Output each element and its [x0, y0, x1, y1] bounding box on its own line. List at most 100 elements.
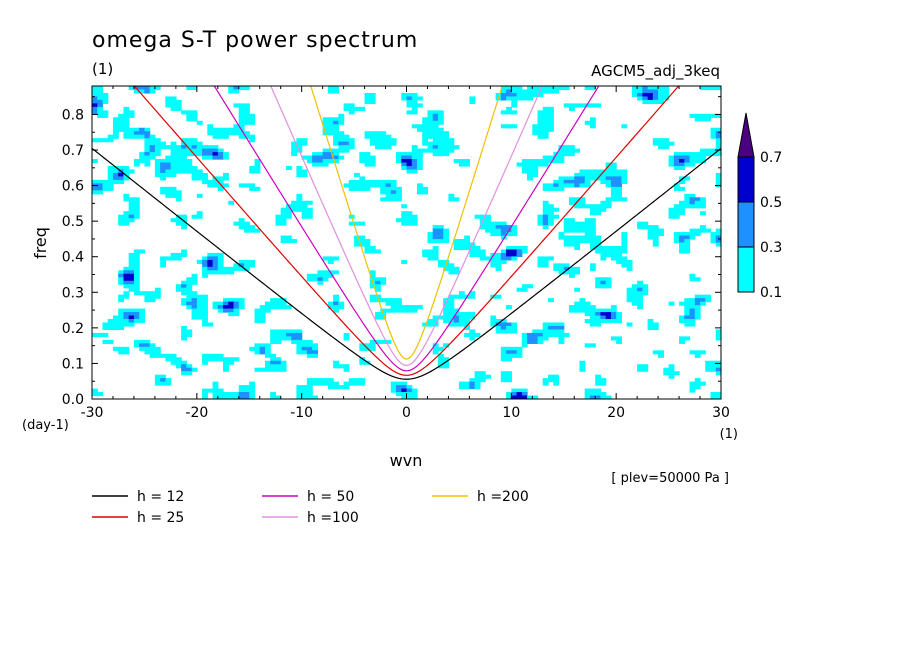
heatmap-cell: [506, 392, 512, 397]
heatmap-cell: [427, 249, 434, 254]
heatmap-cell: [191, 280, 198, 285]
heatmap-cell: [264, 360, 271, 365]
heatmap-cell: [102, 325, 109, 331]
heatmap-cell: [118, 120, 125, 125]
heatmap-cell: [500, 329, 507, 334]
heatmap-cell: [568, 221, 575, 226]
heatmap-cell: [464, 319, 470, 324]
heatmap-cell: [589, 124, 596, 129]
heatmap-cell: [631, 92, 638, 98]
heatmap-cell: [202, 312, 208, 317]
heatmap-cell: [202, 179, 208, 184]
heatmap-cell: [238, 131, 245, 136]
heatmap-cell: [238, 225, 245, 230]
heatmap-cell: [249, 120, 256, 125]
heatmap-cell: [249, 186, 256, 191]
heatmap-cell: [568, 308, 575, 313]
heatmap-cell: [652, 228, 659, 233]
heatmap-cell: [338, 134, 345, 139]
heatmap-cell: [568, 239, 575, 244]
heatmap-cell: [448, 308, 455, 313]
heatmap-cell: [710, 360, 717, 365]
heatmap-cell: [558, 179, 565, 184]
heatmap-cell: [621, 263, 628, 268]
heatmap-cell: [333, 381, 339, 386]
heatmap-cell: [427, 239, 434, 244]
heatmap-cell: [228, 308, 235, 313]
heatmap-cell: [333, 124, 339, 129]
heatmap-cell: [327, 117, 334, 122]
heatmap-cell: [254, 169, 261, 174]
heatmap-cell: [458, 315, 465, 320]
heatmap-cell: [238, 117, 245, 122]
heatmap-cell: [647, 225, 654, 230]
heatmap-cell: [700, 117, 706, 122]
heatmap-cell: [411, 392, 418, 397]
heatmap-cell: [621, 176, 628, 181]
heatmap-cell: [647, 322, 654, 327]
heatmap-cell: [327, 305, 334, 310]
heatmap-cell: [165, 378, 172, 383]
heatmap-cell: [710, 239, 717, 244]
heatmap-cell: [364, 162, 371, 167]
heatmap-cell: [715, 138, 721, 143]
heatmap-cell: [165, 162, 172, 167]
heatmap-cell: [642, 364, 649, 369]
heatmap-cell: [443, 259, 450, 264]
heatmap-cell: [244, 110, 250, 115]
heatmap-cell: [112, 319, 119, 324]
heatmap-cell: [715, 239, 721, 244]
heatmap-cell: [406, 308, 413, 313]
heatmap-cell: [128, 134, 135, 139]
heatmap-cell: [558, 329, 565, 334]
heatmap-cell: [631, 298, 638, 303]
heatmap-cell: [217, 131, 224, 136]
heatmap-cell: [563, 152, 570, 157]
heatmap-cell: [396, 301, 402, 306]
heatmap-cell: [396, 193, 402, 198]
heatmap-cell: [112, 134, 119, 139]
heatmap-cell: [212, 353, 219, 358]
heatmap-cell: [647, 228, 654, 233]
heatmap-cell: [354, 179, 360, 184]
heatmap-cell: [175, 197, 182, 202]
heatmap-cell: [589, 235, 596, 240]
heatmap-cell: [217, 392, 224, 397]
heatmap-cell: [343, 332, 350, 337]
heatmap-cell: [658, 353, 664, 358]
heatmap-cell: [175, 106, 182, 111]
heatmap-cell: [327, 273, 334, 278]
heatmap-cell: [401, 96, 408, 101]
heatmap-cell: [584, 225, 591, 230]
heatmap-cell: [291, 141, 298, 146]
heatmap-cell: [673, 165, 680, 171]
heatmap-cell: [511, 392, 518, 397]
heatmap-cell: [92, 138, 98, 143]
heatmap-cell: [537, 159, 544, 164]
heatmap-cell: [443, 266, 450, 271]
heatmap-cell: [244, 228, 250, 233]
heatmap-cell: [406, 305, 413, 310]
heatmap-cell: [191, 138, 198, 143]
heatmap-cell: [626, 291, 633, 296]
heatmap-cell: [584, 169, 591, 174]
heatmap-cell: [516, 89, 523, 94]
heatmap-cell: [411, 165, 418, 171]
heatmap-cell: [296, 332, 303, 337]
heatmap-cell: [280, 364, 287, 369]
heatmap-cell: [584, 183, 591, 188]
y-tick-label: 0.1: [62, 356, 84, 372]
heatmap-cell: [642, 92, 649, 98]
heatmap-cell: [537, 134, 544, 139]
heatmap-cell: [296, 204, 303, 209]
heatmap-cell: [202, 305, 208, 310]
heatmap-cell: [186, 364, 193, 369]
heatmap-cell: [270, 301, 277, 306]
heatmap-cell: [165, 159, 172, 164]
heatmap-cell: [689, 155, 696, 160]
heatmap-cell: [700, 197, 706, 202]
heatmap-cell: [133, 312, 140, 317]
heatmap-cell: [411, 106, 418, 111]
heatmap-cell: [448, 148, 455, 153]
heatmap-cell: [118, 325, 125, 331]
